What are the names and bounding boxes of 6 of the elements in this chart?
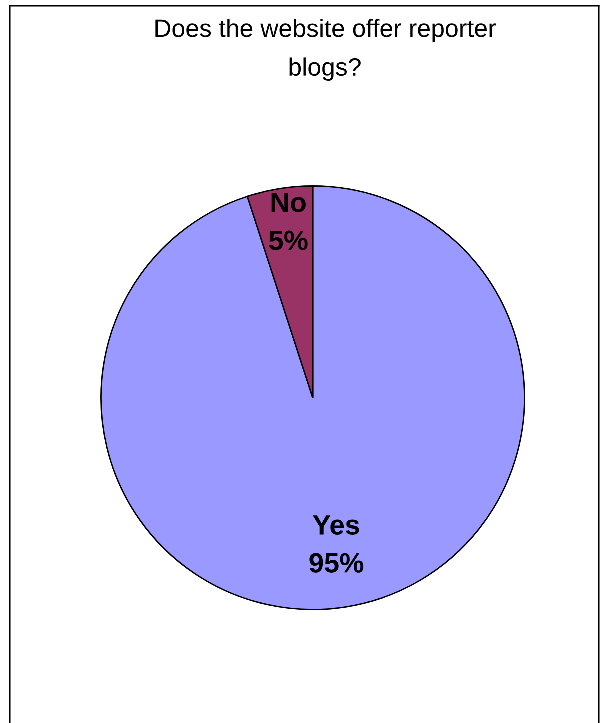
slice-label: No <box>272 193 306 212</box>
chart-title: Does the website offer reporter blogs? <box>156 19 496 82</box>
slice-label: Yes <box>313 516 360 535</box>
pie-slice <box>100 186 526 610</box>
data-label: 95% <box>310 553 364 573</box>
data-label: 5% <box>269 230 308 250</box>
